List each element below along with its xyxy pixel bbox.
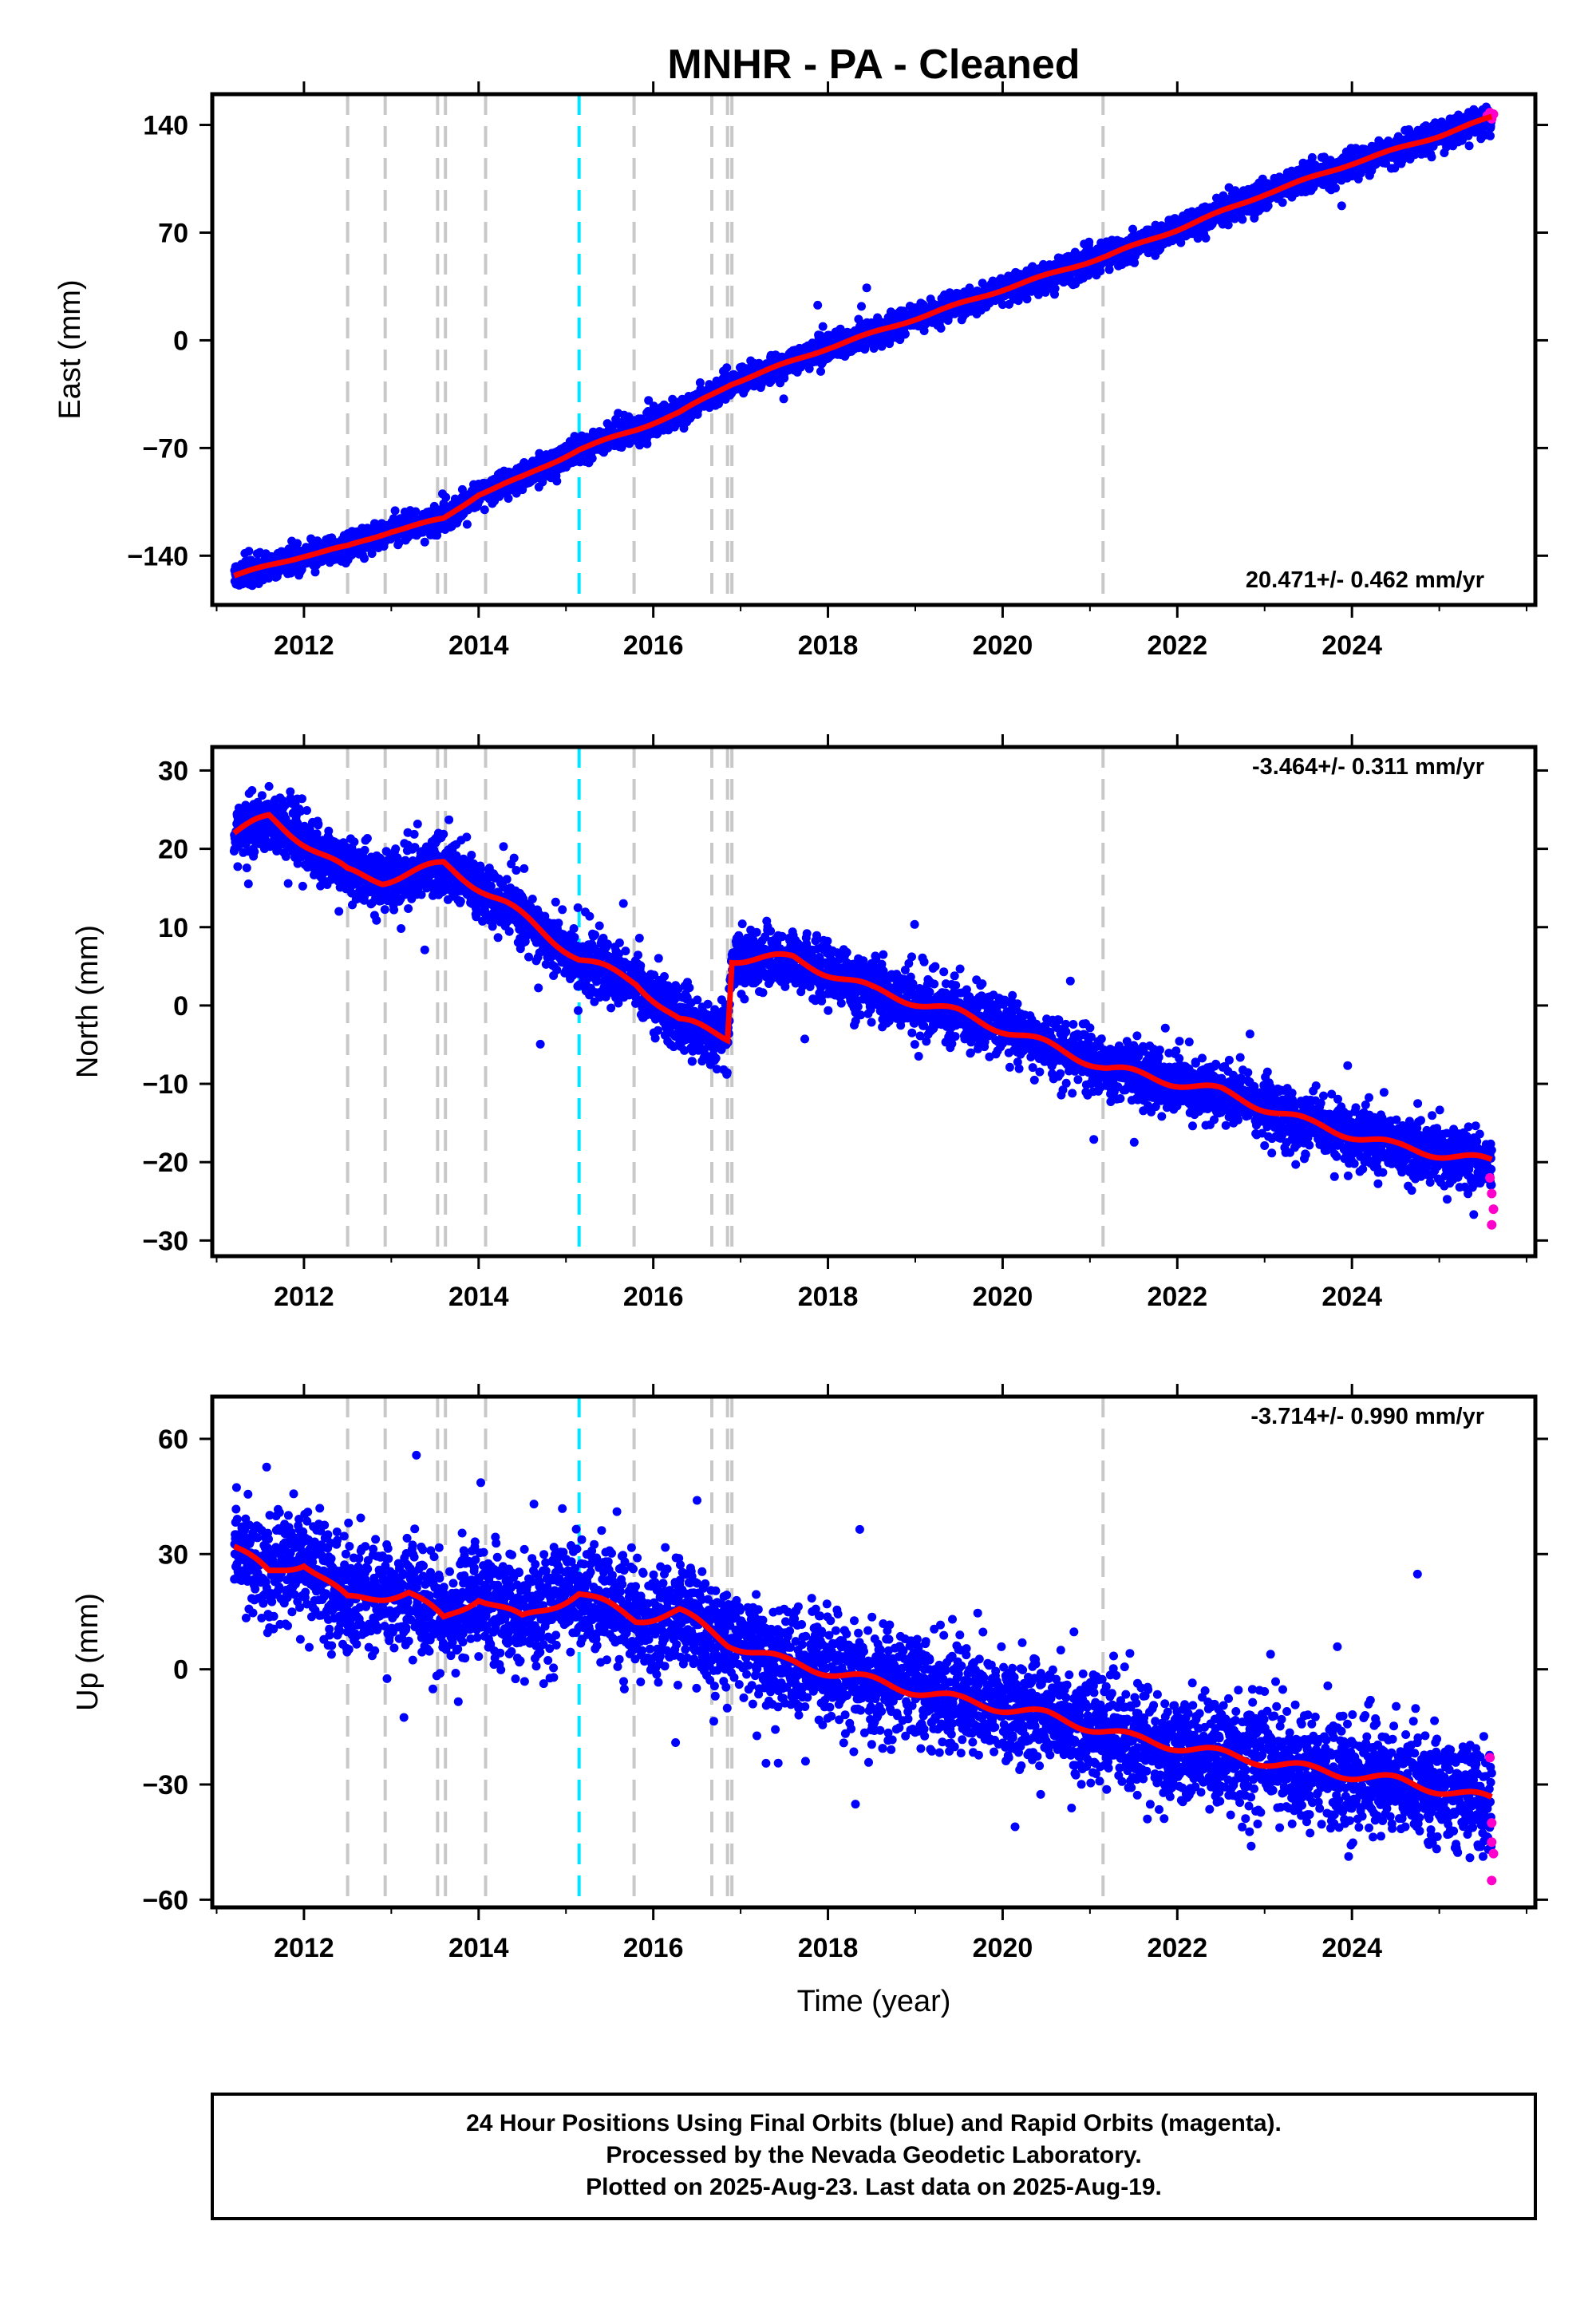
data-point xyxy=(1130,258,1140,267)
y-tick-label: 140 xyxy=(143,111,188,141)
data-point xyxy=(1238,215,1247,224)
data-point xyxy=(480,505,489,515)
data-point xyxy=(869,344,879,353)
data-point xyxy=(411,507,421,516)
velocity-label: 20.471+/- 0.462 mm/yr xyxy=(1246,567,1484,593)
data-point xyxy=(813,300,823,310)
data-point xyxy=(390,506,400,516)
data-point xyxy=(818,322,828,331)
data-point xyxy=(780,373,789,383)
data-point xyxy=(247,786,257,795)
data-point xyxy=(1084,237,1094,247)
data-point xyxy=(242,864,251,872)
data-point xyxy=(1041,287,1050,297)
data-point xyxy=(644,396,654,405)
x-tick-label: 2024 xyxy=(1321,630,1382,661)
data-point xyxy=(462,520,472,529)
data-point xyxy=(457,484,467,494)
y-axis-label: East (mm) xyxy=(53,279,87,419)
data-point xyxy=(243,879,253,888)
data-point xyxy=(293,539,302,548)
y-tick-label: 70 xyxy=(158,218,188,248)
data-point xyxy=(695,378,705,387)
data-point xyxy=(936,323,946,333)
data-point xyxy=(816,366,825,376)
data-point xyxy=(233,862,243,871)
data-point xyxy=(1464,141,1474,151)
data-point xyxy=(441,492,451,502)
data-point xyxy=(919,326,929,335)
data-point xyxy=(1104,265,1114,275)
data-point xyxy=(504,494,513,503)
x-tick-label: 2018 xyxy=(798,630,859,661)
data-point xyxy=(1337,201,1346,211)
panels: 2012 2014 2016 2018 2020 2022 2024 140 70 0 −70 −14… xyxy=(53,81,1548,1963)
data-point xyxy=(1013,296,1023,306)
data-point xyxy=(420,537,429,547)
x-tick-label: 2012 xyxy=(274,630,334,661)
data-point xyxy=(642,439,652,449)
figure-title: MNHR - PA - Cleaned xyxy=(667,41,1080,88)
data-point xyxy=(862,283,871,293)
data-point xyxy=(857,302,866,311)
x-tick-label: 2020 xyxy=(973,630,1033,661)
data-point xyxy=(367,549,377,559)
data-point xyxy=(1201,233,1211,243)
data-point xyxy=(360,554,369,563)
x-tick-label: 2022 xyxy=(1147,630,1207,661)
x-tick-label: 2014 xyxy=(448,630,509,661)
data-point xyxy=(1278,198,1287,207)
data-point xyxy=(722,363,732,373)
data-point xyxy=(1022,294,1032,304)
y-tick-label: −140 xyxy=(127,541,188,571)
plot-area-east xyxy=(230,94,1499,605)
data-point xyxy=(1486,131,1495,140)
data-point xyxy=(1331,184,1340,193)
data-point xyxy=(900,330,910,338)
y-tick-label: −70 xyxy=(142,433,188,464)
panel-east: 2012 2014 2016 2018 2020 2022 2024 140 70 0 −70 −14… xyxy=(53,81,1548,661)
x-tick-label: 2016 xyxy=(623,630,684,661)
data-point xyxy=(552,476,562,486)
data-point xyxy=(836,324,845,334)
data-point xyxy=(1223,220,1233,230)
data-point xyxy=(587,453,597,463)
data-point xyxy=(244,547,254,556)
data-point xyxy=(779,394,788,404)
data-point xyxy=(1033,290,1043,299)
y-tick-label: 0 xyxy=(173,326,188,356)
data-point xyxy=(998,300,1007,310)
data-point xyxy=(1050,284,1060,293)
data-point xyxy=(1427,152,1436,162)
data-point xyxy=(310,567,320,577)
data-point xyxy=(538,477,547,487)
